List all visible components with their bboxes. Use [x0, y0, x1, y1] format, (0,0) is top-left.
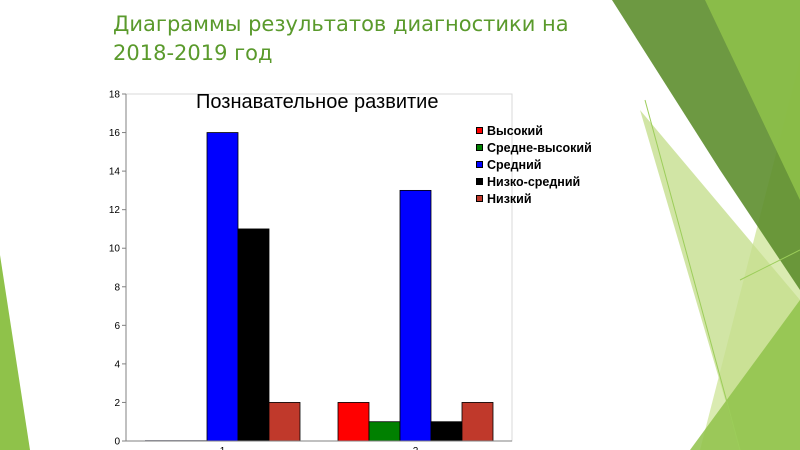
y-tick-label: 12: [109, 205, 121, 216]
legend-swatch: [476, 161, 483, 168]
legend-label: Низко-средний: [487, 174, 581, 189]
y-tick-label: 8: [114, 282, 120, 293]
x-tick-label: 1: [220, 446, 226, 450]
deco-shape-bottom-right: [690, 300, 800, 450]
legend-swatch: [476, 195, 483, 202]
legend-item: Низкий: [476, 190, 626, 207]
bar: [268, 402, 301, 442]
legend-label: Низкий: [487, 191, 532, 206]
legend-item: Низко-средний: [476, 173, 626, 190]
y-tick-label: 2: [114, 398, 120, 409]
y-tick-label: 18: [109, 90, 121, 101]
bar: [430, 421, 463, 442]
deco-line-2: [739, 249, 800, 281]
y-tick-label: 16: [109, 128, 121, 139]
y-tick-label: 6: [114, 321, 120, 332]
x-tick-label: 2: [413, 446, 419, 450]
deco-shape-bright-top: [705, 0, 800, 200]
legend-swatch: [476, 144, 483, 151]
deco-shape-left-edge: [0, 255, 30, 450]
bar: [237, 228, 270, 442]
bar: [461, 402, 494, 442]
legend-item: Высокий: [476, 122, 626, 139]
y-tick-label: 0: [114, 437, 120, 448]
legend-label: Средний: [487, 157, 542, 172]
chart-legend: Высокий Средне-высокий Средний Низко-средни…: [476, 122, 626, 207]
legend-item: Средне-высокий: [476, 139, 626, 156]
legend-label: Средне-высокий: [487, 140, 592, 155]
bar: [399, 189, 432, 442]
chart-plot: 02468101214161812: [109, 90, 513, 450]
y-tick-label: 4: [114, 359, 120, 370]
legend-label: Высокий: [487, 123, 543, 138]
y-tick-label: 10: [109, 244, 121, 255]
deco-line-1: [644, 99, 741, 450]
bar: [368, 421, 401, 442]
slide-title: Диаграммы результатов диагностики на 201…: [113, 12, 569, 65]
bar: [206, 132, 239, 442]
legend-swatch: [476, 178, 483, 185]
plot-area: [125, 93, 513, 442]
bar: [337, 402, 370, 442]
chart-title: Познавательное развитие: [196, 91, 439, 113]
legend-swatch: [476, 127, 483, 134]
y-tick-label: 14: [109, 167, 121, 178]
bar-chart: 02468101214161812 Познавательное развити…: [90, 80, 620, 450]
legend-item: Средний: [476, 156, 626, 173]
